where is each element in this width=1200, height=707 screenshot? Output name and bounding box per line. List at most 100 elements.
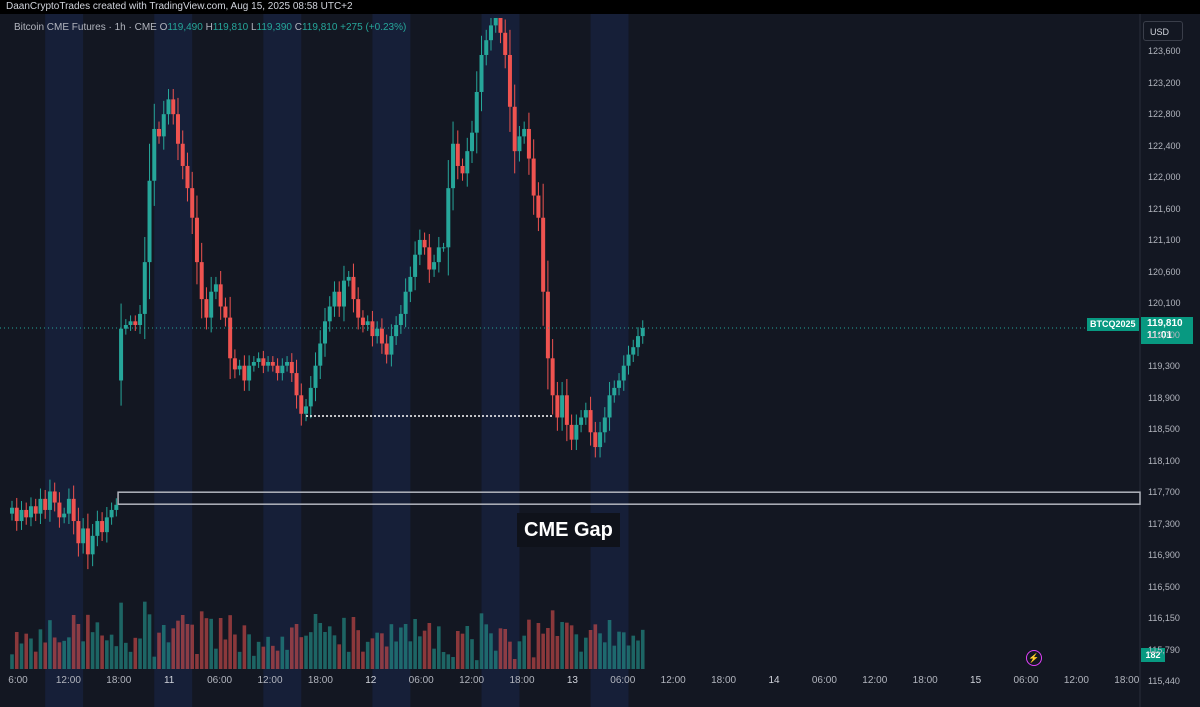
volume-bar: [195, 654, 199, 669]
candle-body: [24, 509, 29, 518]
volume-bar: [403, 624, 408, 669]
volume-bar: [214, 648, 218, 669]
volume-bar: [119, 602, 123, 669]
legend-change: +275 (+0.23%): [340, 22, 407, 33]
candle-body: [569, 424, 574, 440]
candle-body: [133, 321, 138, 326]
lightning-icon[interactable]: ⚡: [1026, 650, 1042, 666]
candle-body: [104, 517, 109, 533]
candle-body: [251, 361, 256, 366]
candle-body: [422, 239, 427, 248]
candle-body: [341, 280, 346, 307]
candle-body: [479, 54, 484, 92]
time-tick-label: 18:00: [106, 675, 132, 686]
last-price: 119,810: [1147, 318, 1183, 329]
volume-bar: [356, 630, 360, 669]
candle-body: [536, 195, 541, 218]
volume-bar: [455, 631, 460, 669]
volume-bar: [81, 641, 85, 669]
volume-bar: [242, 625, 247, 669]
candle-body: [147, 180, 152, 263]
volume-bar: [318, 623, 323, 669]
volume-bar: [237, 651, 242, 669]
volume-bar: [365, 641, 370, 669]
legend-open: 119,490: [167, 22, 203, 33]
volume-bar: [67, 637, 71, 669]
candle-body: [194, 217, 199, 263]
volume-bar: [128, 651, 133, 669]
candle-body: [470, 132, 475, 152]
candle-body: [346, 276, 351, 281]
volume-bar: [460, 633, 465, 669]
candle-body: [531, 158, 536, 196]
candle-body: [417, 239, 422, 255]
candle-body: [574, 424, 579, 440]
time-tick-label: 12:00: [55, 675, 81, 686]
time-tick-label: 06:00: [610, 675, 636, 686]
volume-bar: [555, 636, 560, 669]
price-tick-label: 119,300: [1148, 361, 1180, 371]
volume-bar: [640, 629, 645, 669]
candle-body: [526, 128, 531, 159]
price-tick-label: 117,700: [1148, 487, 1180, 497]
candle-body: [322, 321, 327, 344]
volume-bar: [29, 638, 33, 669]
volume-bar: [133, 637, 138, 669]
volume-bar: [522, 635, 526, 669]
legend-low: 119,390: [256, 22, 292, 33]
candle-body: [123, 325, 128, 329]
candle-body: [612, 387, 617, 396]
candle-body: [199, 262, 204, 300]
candle-body: [270, 361, 275, 366]
candle-body: [275, 365, 280, 374]
time-tick-label: 18:00: [307, 675, 333, 686]
bar-countdown: 11:01: [1147, 330, 1173, 341]
volume-bar: [626, 645, 631, 669]
candle-body: [403, 291, 408, 314]
candlestick-chart[interactable]: [0, 14, 1200, 707]
candle-body: [43, 498, 48, 510]
candle-body: [280, 365, 285, 374]
candle-body: [114, 504, 119, 510]
volume-bar: [446, 654, 451, 669]
candle-body: [607, 395, 612, 418]
volume-bar: [427, 623, 432, 669]
volume-bar: [517, 641, 522, 669]
volume-bar: [384, 646, 389, 669]
volume-bar: [14, 632, 19, 669]
price-tick-label: 122,400: [1148, 140, 1181, 151]
volume-bar: [218, 618, 223, 669]
volume-bar: [541, 633, 545, 669]
candle-body: [522, 128, 527, 137]
candle-body: [413, 254, 418, 277]
candle-body: [142, 262, 147, 314]
volume-bar: [389, 624, 394, 669]
currency-button[interactable]: USD: [1143, 21, 1183, 41]
candle-body: [33, 506, 38, 514]
cme-gap-label: CME Gap: [517, 513, 620, 547]
candle-body: [560, 395, 565, 418]
volume-bar: [147, 614, 152, 669]
candle-body: [602, 417, 607, 433]
price-tick-label: 118,500: [1148, 424, 1180, 434]
session-band: [45, 14, 84, 707]
volume-bar: [531, 657, 536, 669]
volume-bar: [418, 636, 422, 669]
price-tick-label: 120,600: [1148, 266, 1181, 277]
candle-body: [232, 358, 237, 370]
last-price-tag: 119,810 11:01: [1141, 317, 1193, 344]
time-tick-label: 06:00: [408, 675, 434, 686]
time-tick-label: 06:00: [811, 675, 837, 686]
candle-body: [190, 188, 195, 218]
candle-body: [228, 317, 233, 359]
price-tick-label: 122,800: [1148, 109, 1181, 119]
volume-bar: [351, 617, 356, 669]
candle-body: [617, 380, 622, 388]
candle-body: [66, 498, 71, 514]
candle-body: [237, 365, 242, 370]
volume-bar: [19, 643, 24, 669]
candle-body: [389, 336, 394, 355]
volume-bar: [598, 633, 602, 669]
candle-body: [583, 410, 588, 418]
candle-body: [337, 291, 342, 307]
